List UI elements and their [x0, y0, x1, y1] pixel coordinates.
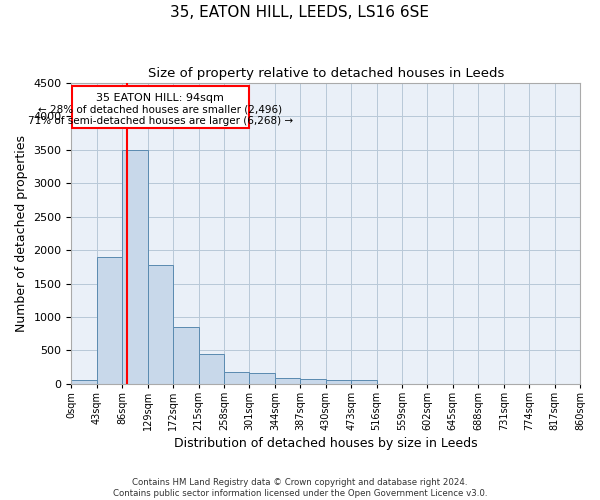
X-axis label: Distribution of detached houses by size in Leeds: Distribution of detached houses by size … [174, 437, 478, 450]
Text: 35 EATON HILL: 94sqm: 35 EATON HILL: 94sqm [97, 93, 224, 103]
Bar [224, 372, 250, 384]
Text: 35, EATON HILL, LEEDS, LS16 6SE: 35, EATON HILL, LEEDS, LS16 6SE [170, 5, 430, 20]
Bar [71, 380, 97, 384]
Text: 71% of semi-detached houses are larger (6,268) →: 71% of semi-detached houses are larger (… [28, 116, 293, 126]
Title: Size of property relative to detached houses in Leeds: Size of property relative to detached ho… [148, 68, 504, 80]
Bar [326, 380, 351, 384]
Bar [148, 265, 173, 384]
Bar [173, 327, 199, 384]
Text: ← 28% of detached houses are smaller (2,496): ← 28% of detached houses are smaller (2,… [38, 104, 283, 115]
Bar [199, 354, 224, 384]
Text: Contains HM Land Registry data © Crown copyright and database right 2024.
Contai: Contains HM Land Registry data © Crown c… [113, 478, 487, 498]
Bar [97, 257, 122, 384]
Y-axis label: Number of detached properties: Number of detached properties [15, 135, 28, 332]
Bar [275, 378, 300, 384]
Bar [250, 373, 275, 384]
Bar [122, 150, 148, 384]
Bar [351, 380, 377, 384]
Bar [300, 380, 326, 384]
FancyBboxPatch shape [72, 86, 249, 128]
